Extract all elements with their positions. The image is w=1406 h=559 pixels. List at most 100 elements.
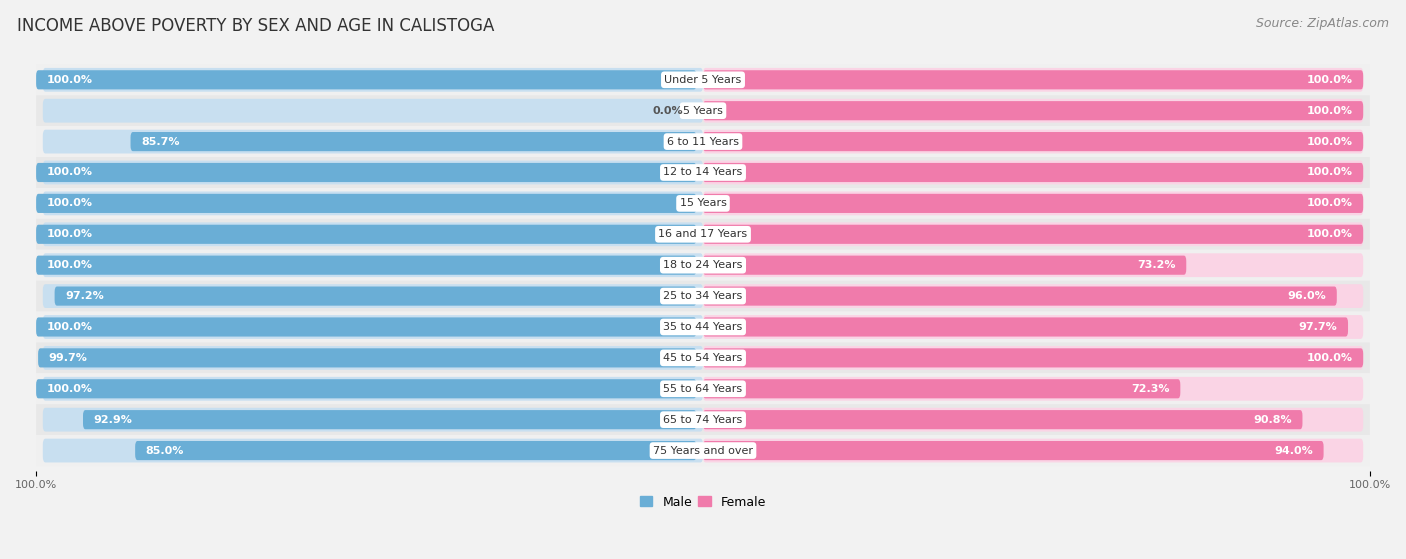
Text: 6 to 11 Years: 6 to 11 Years	[666, 136, 740, 146]
FancyBboxPatch shape	[703, 377, 1364, 401]
FancyBboxPatch shape	[703, 101, 1364, 120]
FancyBboxPatch shape	[42, 130, 703, 154]
FancyBboxPatch shape	[37, 157, 1369, 188]
Text: 75 Years and over: 75 Years and over	[652, 446, 754, 456]
Text: 65 to 74 Years: 65 to 74 Years	[664, 415, 742, 425]
FancyBboxPatch shape	[42, 377, 703, 401]
FancyBboxPatch shape	[37, 188, 1369, 219]
FancyBboxPatch shape	[42, 408, 703, 432]
Text: 97.7%: 97.7%	[1299, 322, 1337, 332]
Text: 15 Years: 15 Years	[679, 198, 727, 209]
Text: 72.3%: 72.3%	[1132, 384, 1170, 394]
FancyBboxPatch shape	[37, 343, 1369, 373]
FancyBboxPatch shape	[703, 163, 1364, 182]
Text: 100.0%: 100.0%	[1306, 198, 1353, 209]
FancyBboxPatch shape	[703, 346, 1364, 369]
FancyBboxPatch shape	[703, 160, 1364, 184]
FancyBboxPatch shape	[37, 373, 1369, 404]
Text: 85.0%: 85.0%	[146, 446, 184, 456]
FancyBboxPatch shape	[703, 408, 1364, 432]
Text: 55 to 64 Years: 55 to 64 Years	[664, 384, 742, 394]
FancyBboxPatch shape	[703, 132, 1364, 151]
Text: 100.0%: 100.0%	[46, 168, 93, 178]
FancyBboxPatch shape	[55, 287, 696, 306]
FancyBboxPatch shape	[703, 222, 1364, 246]
Text: 5 Years: 5 Years	[683, 106, 723, 116]
FancyBboxPatch shape	[703, 130, 1364, 154]
FancyBboxPatch shape	[703, 410, 1302, 429]
FancyBboxPatch shape	[703, 68, 1364, 92]
FancyBboxPatch shape	[42, 253, 703, 277]
FancyBboxPatch shape	[42, 315, 703, 339]
Text: INCOME ABOVE POVERTY BY SEX AND AGE IN CALISTOGA: INCOME ABOVE POVERTY BY SEX AND AGE IN C…	[17, 17, 495, 35]
FancyBboxPatch shape	[37, 281, 1369, 311]
FancyBboxPatch shape	[703, 348, 1364, 367]
FancyBboxPatch shape	[42, 284, 703, 308]
Text: 16 and 17 Years: 16 and 17 Years	[658, 229, 748, 239]
Text: 0.0%: 0.0%	[652, 106, 683, 116]
Text: 97.2%: 97.2%	[65, 291, 104, 301]
FancyBboxPatch shape	[42, 346, 703, 369]
FancyBboxPatch shape	[42, 222, 703, 246]
Text: 100.0%: 100.0%	[1306, 353, 1353, 363]
FancyBboxPatch shape	[38, 348, 696, 367]
FancyBboxPatch shape	[703, 192, 1364, 215]
FancyBboxPatch shape	[83, 410, 696, 429]
Text: 12 to 14 Years: 12 to 14 Years	[664, 168, 742, 178]
FancyBboxPatch shape	[703, 70, 1364, 89]
Text: 99.7%: 99.7%	[49, 353, 87, 363]
Text: 100.0%: 100.0%	[1306, 75, 1353, 85]
Text: 35 to 44 Years: 35 to 44 Years	[664, 322, 742, 332]
FancyBboxPatch shape	[37, 163, 696, 182]
Text: 92.9%: 92.9%	[94, 415, 132, 425]
Text: 100.0%: 100.0%	[46, 229, 93, 239]
FancyBboxPatch shape	[37, 194, 696, 213]
FancyBboxPatch shape	[703, 287, 1337, 306]
FancyBboxPatch shape	[131, 132, 696, 151]
FancyBboxPatch shape	[37, 219, 1369, 250]
Text: 100.0%: 100.0%	[1306, 168, 1353, 178]
FancyBboxPatch shape	[703, 255, 1187, 275]
FancyBboxPatch shape	[42, 160, 703, 184]
Text: 100.0%: 100.0%	[1306, 136, 1353, 146]
FancyBboxPatch shape	[37, 404, 1369, 435]
FancyBboxPatch shape	[703, 225, 1364, 244]
Text: 100.0%: 100.0%	[1306, 229, 1353, 239]
FancyBboxPatch shape	[703, 99, 1364, 122]
Text: 100.0%: 100.0%	[1306, 106, 1353, 116]
Text: 18 to 24 Years: 18 to 24 Years	[664, 260, 742, 270]
Legend: Male, Female: Male, Female	[636, 491, 770, 514]
FancyBboxPatch shape	[135, 441, 696, 460]
FancyBboxPatch shape	[703, 315, 1364, 339]
FancyBboxPatch shape	[703, 318, 1348, 337]
Text: 45 to 54 Years: 45 to 54 Years	[664, 353, 742, 363]
FancyBboxPatch shape	[37, 318, 696, 337]
Text: 25 to 34 Years: 25 to 34 Years	[664, 291, 742, 301]
Text: 96.0%: 96.0%	[1288, 291, 1326, 301]
Text: 90.8%: 90.8%	[1253, 415, 1292, 425]
FancyBboxPatch shape	[703, 379, 1180, 399]
Text: 73.2%: 73.2%	[1137, 260, 1175, 270]
Text: 100.0%: 100.0%	[46, 75, 93, 85]
FancyBboxPatch shape	[703, 194, 1364, 213]
Text: Source: ZipAtlas.com: Source: ZipAtlas.com	[1256, 17, 1389, 30]
Text: 100.0%: 100.0%	[46, 322, 93, 332]
FancyBboxPatch shape	[703, 253, 1364, 277]
FancyBboxPatch shape	[37, 255, 696, 275]
FancyBboxPatch shape	[42, 192, 703, 215]
FancyBboxPatch shape	[37, 64, 1369, 95]
Text: 100.0%: 100.0%	[46, 384, 93, 394]
FancyBboxPatch shape	[37, 225, 696, 244]
FancyBboxPatch shape	[37, 126, 1369, 157]
FancyBboxPatch shape	[37, 95, 1369, 126]
FancyBboxPatch shape	[42, 99, 703, 122]
FancyBboxPatch shape	[703, 439, 1364, 462]
FancyBboxPatch shape	[37, 70, 696, 89]
FancyBboxPatch shape	[42, 439, 703, 462]
Text: Under 5 Years: Under 5 Years	[665, 75, 741, 85]
FancyBboxPatch shape	[37, 435, 1369, 466]
Text: 94.0%: 94.0%	[1274, 446, 1313, 456]
Text: 85.7%: 85.7%	[141, 136, 180, 146]
FancyBboxPatch shape	[37, 250, 1369, 281]
FancyBboxPatch shape	[37, 311, 1369, 343]
